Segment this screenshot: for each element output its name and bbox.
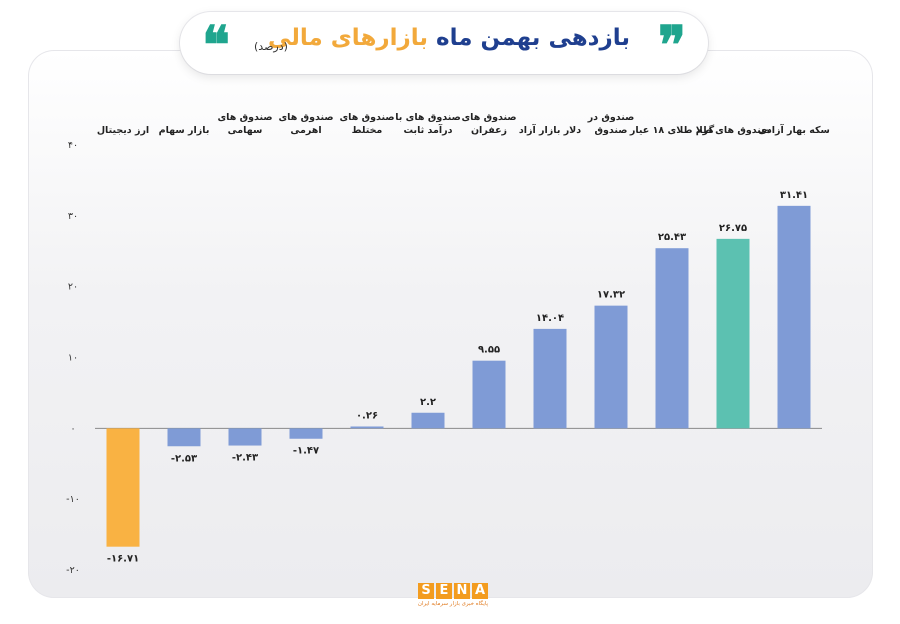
title-unit: (درصد)	[254, 40, 288, 53]
y-tick-label: ۰	[70, 423, 75, 434]
value-label: -۲.۵۳	[171, 453, 197, 464]
chart-title: بازدهی بهمن ماه بازارهای مالی	[268, 25, 630, 51]
title-accent: بازارهای مالی	[267, 25, 429, 51]
y-tick-label: -۱۰	[66, 494, 80, 505]
y-tick-label: ۱۰	[68, 353, 78, 364]
logo-letters: S E N A	[413, 583, 493, 599]
y-tick-label: -۲۰	[66, 565, 80, 576]
value-label: -۲.۴۳	[232, 453, 258, 464]
value-label: ۲۶.۷۵	[719, 223, 747, 234]
category-label: صندوق های	[217, 112, 272, 123]
bar	[594, 305, 628, 429]
bar	[472, 360, 506, 429]
category-label: بازار سهام	[159, 125, 210, 136]
logo-letter: E	[436, 583, 452, 599]
bar	[533, 328, 567, 429]
bar	[411, 412, 445, 429]
bar	[777, 205, 811, 429]
category-label: اهرمی	[290, 125, 321, 136]
category-label: صندوق	[595, 125, 628, 136]
category-label: ارز دیجیتال	[97, 125, 149, 136]
bar	[106, 428, 140, 547]
bar	[716, 238, 750, 429]
value-label: ۰.۲۶	[356, 410, 378, 421]
category-label: گرم طلای ۱۸ عیار	[629, 124, 715, 136]
category-label: صندوق های	[461, 112, 516, 123]
value-label: -۱.۴۷	[293, 446, 319, 457]
category-label: صندوق های طلا	[696, 125, 771, 136]
category-label: مختلط	[352, 125, 383, 136]
value-label: -۱۶.۷۱	[107, 554, 139, 565]
category-label: زعفران	[471, 125, 507, 136]
bar	[289, 428, 323, 439]
value-label: ۱۷.۳۲	[597, 290, 625, 301]
bar	[655, 248, 689, 429]
y-tick-label: ۳۰	[68, 211, 78, 222]
bar	[167, 428, 201, 447]
bar	[350, 426, 384, 429]
quote-open-icon: ❞	[658, 15, 686, 76]
logo-subtitle: پایگاه خبری بازار سرمایه ایران	[417, 601, 489, 607]
category-label: سکه بهار آزادی	[758, 123, 830, 136]
logo-letter: A	[472, 583, 488, 599]
category-label: صندوق های	[278, 112, 333, 123]
y-tick-label: ۲۰	[68, 282, 78, 293]
sena-logo: S E N A پایگاه خبری بازار سرمایه ایران	[413, 583, 493, 613]
title-banner: ❞ بازدهی بهمن ماه بازارهای مالی (درصد) ❝	[180, 12, 708, 74]
category-label: دلار بازار آزاد	[519, 123, 581, 136]
category-label: صندوق های با	[395, 112, 461, 123]
value-label: ۲.۲	[420, 397, 436, 408]
logo-letter: S	[418, 583, 434, 599]
y-tick-label: ۴۰	[68, 140, 78, 151]
category-label: صندوق های	[339, 112, 394, 123]
category-label: سهامی	[228, 125, 263, 136]
quote-close-icon: ❝	[202, 15, 230, 76]
category-label: صندوق در	[587, 112, 635, 123]
title-main: بازدهی بهمن ماه	[436, 25, 630, 51]
bar	[228, 428, 262, 446]
value-label: ۲۵.۴۳	[658, 232, 686, 243]
value-label: ۱۴.۰۴	[536, 313, 564, 324]
category-label: درآمد ثابت	[403, 123, 452, 136]
value-label: ۳۱.۴۱	[780, 190, 808, 201]
logo-letter: N	[454, 583, 470, 599]
value-label: ۹.۵۵	[478, 345, 500, 356]
